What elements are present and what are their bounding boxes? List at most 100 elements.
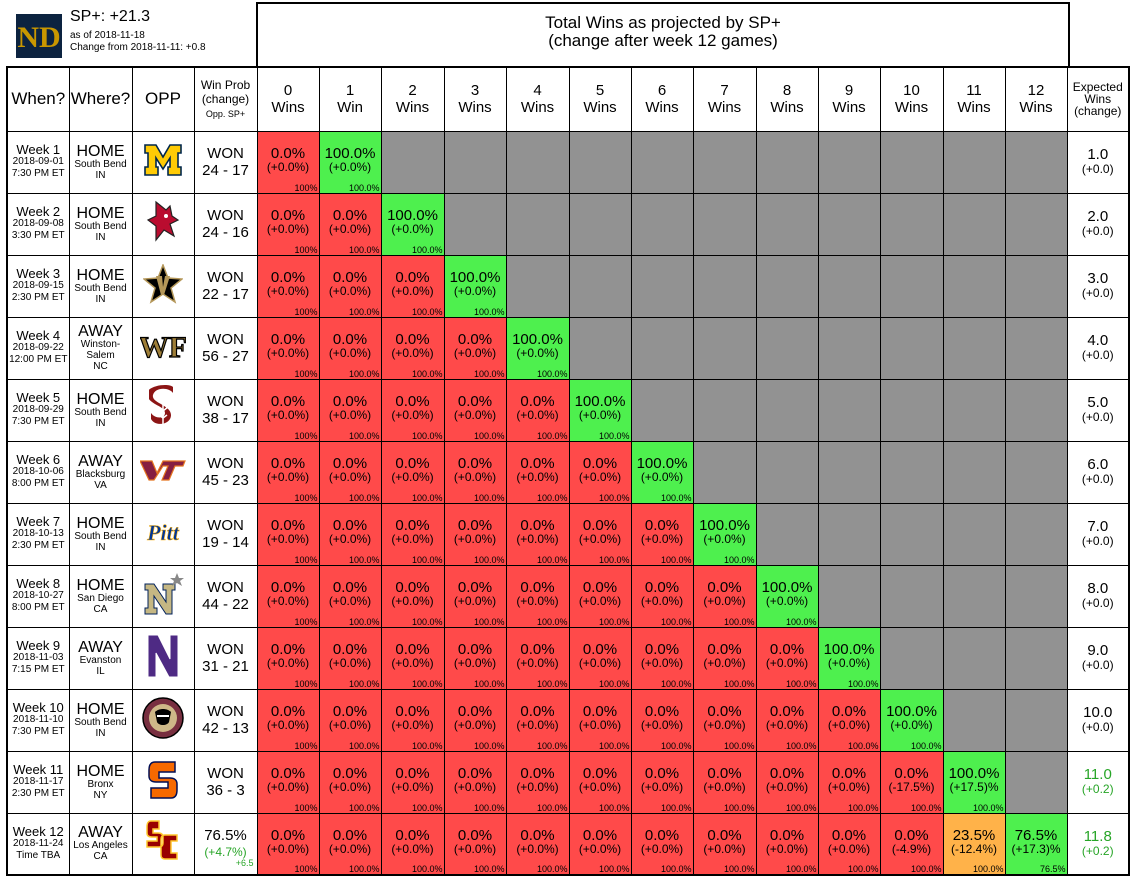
cell-prob: 100.0% [574, 392, 626, 410]
wins-word: Wins [1019, 99, 1053, 117]
game-where: HOME San Diego CA [68, 564, 133, 628]
expected-value: 6.0 [1087, 456, 1109, 473]
result-score: 31 - 21 [202, 658, 249, 675]
cell-cumulative: 100.0% [910, 802, 942, 813]
game-city: South Bend [74, 220, 127, 232]
game-date: 2018-09-08 [12, 218, 64, 229]
cell-cumulative: 100.0% [348, 306, 380, 317]
empty-cell [879, 440, 944, 504]
empty-cell [817, 564, 881, 628]
empty-cell [692, 130, 757, 194]
cell-change: (+0.0%) [453, 407, 497, 422]
cell-cumulative: 100.0% [348, 616, 380, 627]
game-result: WON 56 - 27 [193, 316, 258, 380]
cell-cumulative: 100% [294, 492, 318, 503]
cell-prob: 0.0% [520, 826, 555, 844]
game-row: Week 6 2018-10-06 8:00 PM ET AWAY Blacksburg… [6, 440, 1130, 504]
game-result: WON 36 - 3 [193, 750, 258, 814]
prob-cell: 0.0% (+0.0%) 100.0% [380, 812, 445, 876]
cell-cumulative: 100.0% [348, 244, 380, 255]
cell-prob: 0.0% [520, 764, 555, 782]
cell-change: (+0.0%) [516, 779, 559, 794]
cell-change: (+0.0%) [453, 655, 497, 670]
header-summary: ND SP+: +21.3 as of 2018-11-18 Change fr… [2, 2, 257, 66]
cell-cumulative: 100.0% [723, 616, 755, 627]
cell-cumulative: 100.0% [785, 740, 817, 751]
empty-cell [942, 316, 1006, 380]
game-when: Week 10 2018-11-10 7:30 PM ET [6, 688, 70, 752]
game-state: IN [95, 293, 106, 305]
prob-cell: 0.0% (+0.0%) 100% [256, 192, 320, 256]
cell-prob: 100.0% [512, 330, 563, 348]
wins-count: 11 [966, 82, 982, 100]
prob-cell: 0.0% (+0.0%) 100.0% [443, 502, 507, 566]
cell-change: (+0.0%) [578, 655, 622, 670]
expected-wins: 11.8 (+0.2) [1066, 812, 1130, 876]
expected-wins: 3.0 (+0.0) [1066, 254, 1130, 318]
cell-change: (+0.0%) [765, 779, 809, 794]
game-result: WON 44 - 22 [193, 564, 258, 628]
cell-cumulative: 100.0% [411, 368, 443, 379]
ball-state-cardinal-logo-icon [146, 200, 180, 249]
home-away: HOME [76, 514, 125, 532]
prob-cell: 0.0% (+0.0%) 100.0% [817, 812, 881, 876]
home-away: AWAY [78, 452, 123, 470]
result-score: 38 - 17 [202, 410, 249, 427]
empty-cell [755, 254, 819, 318]
cell-change: (+0.0%) [640, 841, 684, 856]
cell-change: (+0.0%) [640, 469, 684, 484]
prob-cell: 0.0% (+0.0%) 100.0% [380, 254, 445, 318]
cell-prob: 0.0% [457, 454, 493, 472]
col-wins-12: 12 Wins [1004, 66, 1068, 132]
prob-cell: 0.0% (+0.0%) 100% [256, 130, 320, 194]
cell-prob: 0.0% [270, 516, 306, 534]
result-label: WON [207, 207, 244, 224]
prob-cell: 0.0% (+0.0%) 100.0% [380, 626, 445, 690]
wins-count: 12 [1027, 82, 1045, 100]
cell-change: (+17.3)% [1011, 841, 1061, 856]
wins-word: Wins [645, 99, 679, 117]
cell-prob: 0.0% [894, 764, 929, 782]
empty-cell [1004, 564, 1068, 628]
game-state: IN [95, 417, 106, 429]
win-probability: 76.5% (+4.7%) +6.5 [193, 812, 258, 876]
cell-cumulative: 100% [294, 430, 318, 441]
cell-prob: 0.0% [644, 702, 680, 720]
expected-value: 4.0 [1087, 332, 1109, 349]
empty-cell [568, 130, 632, 194]
empty-cell [879, 502, 944, 566]
cell-prob: 0.0% [270, 392, 306, 410]
cell-prob: 0.0% [644, 516, 680, 534]
cell-cumulative: 100.0% [598, 616, 630, 627]
expected-value: 9.0 [1087, 642, 1109, 659]
prob-cell: 0.0% (+0.0%) 100.0% [505, 440, 570, 504]
cell-prob: 0.0% [395, 702, 430, 720]
cell-change: (+0.0%) [328, 841, 372, 856]
cell-change: (+0.0%) [516, 531, 559, 546]
opponent [131, 192, 195, 256]
col-expected-l1: Expected [1072, 80, 1123, 95]
prob-cell: 100.0% (+0.0%) 100.0% [755, 564, 819, 628]
game-time: 2:30 PM ET [11, 540, 65, 551]
wins-word: Wins [832, 99, 866, 117]
cell-cumulative: 100.0% [536, 368, 568, 379]
cell-change: (+0.0%) [266, 717, 310, 732]
prob-cell: 0.0% (+0.0%) 100.0% [755, 688, 819, 752]
empty-cell [879, 316, 944, 380]
result-label: WON [207, 393, 244, 410]
cell-prob: 0.0% [270, 764, 306, 782]
game-time: 7:30 PM ET [11, 168, 65, 179]
expected-value: 1.0 [1087, 146, 1109, 163]
cell-prob: 0.0% [270, 268, 306, 286]
prob-cell: 0.0% (+0.0%) 100.0% [817, 688, 881, 752]
home-away: AWAY [78, 638, 123, 656]
syracuse-s-logo-icon [147, 758, 179, 807]
cell-change: (+0.0%) [328, 407, 372, 422]
cell-change: (+0.0%) [703, 779, 746, 794]
result-label: WON [207, 579, 244, 596]
cell-prob: 0.0% [582, 454, 618, 472]
prob-cell: 0.0% (-4.9%) 100.0% [879, 812, 944, 876]
cell-prob: 0.0% [457, 764, 493, 782]
empty-cell [817, 502, 881, 566]
expected-change: (+0.0) [1081, 224, 1114, 238]
